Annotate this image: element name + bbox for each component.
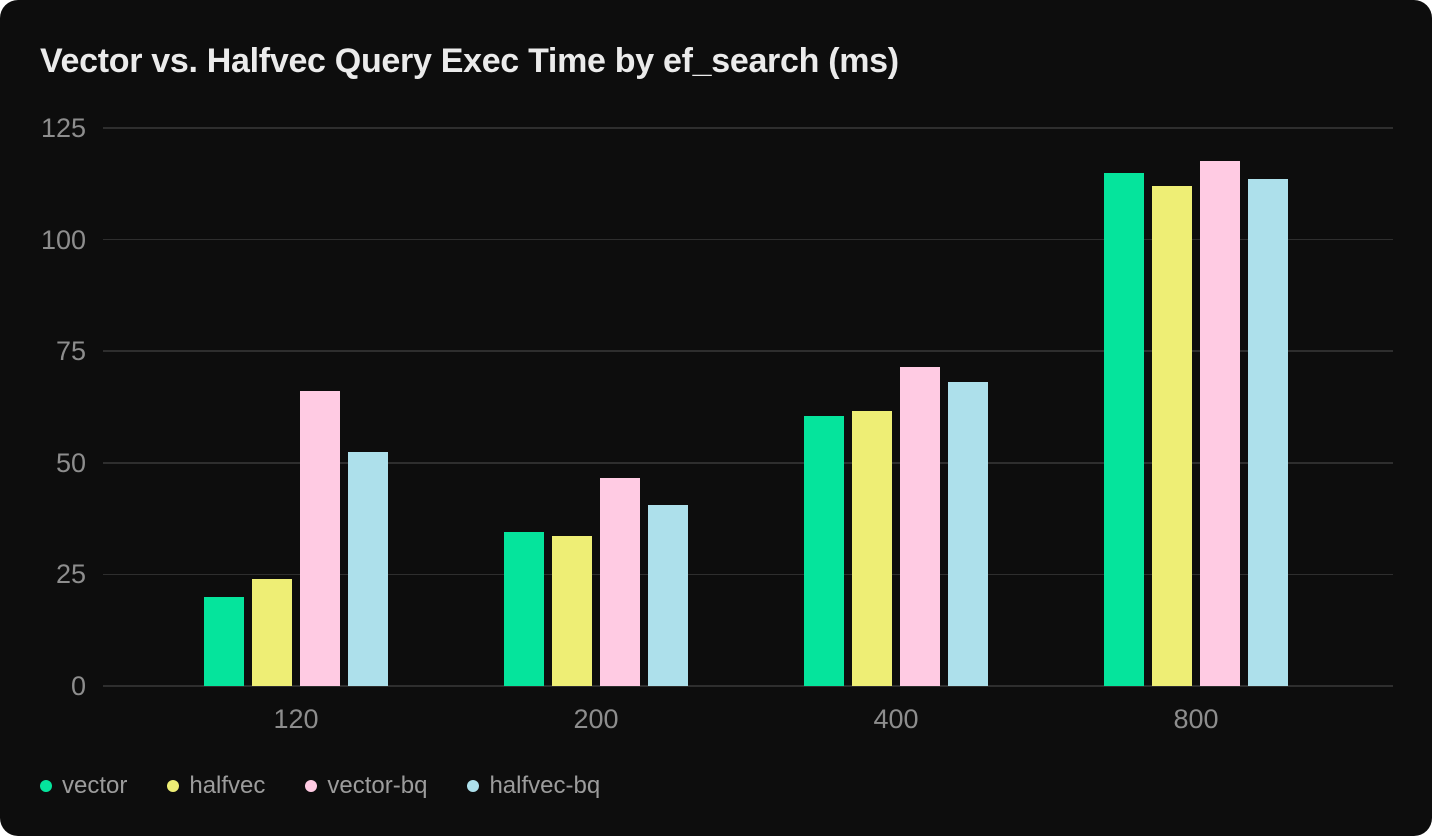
gridline-y-50 <box>103 462 1393 464</box>
legend-item-vector-bq: vector-bq <box>305 771 427 801</box>
legend-item-vector: vector <box>40 771 127 801</box>
y-tick-label-50: 50 <box>55 447 86 478</box>
bar-halfvec-120 <box>252 578 292 686</box>
bar-vector-120 <box>204 596 244 686</box>
x-tick-label-400: 400 <box>873 704 919 734</box>
y-tick-label-25: 25 <box>55 559 86 590</box>
bar-vector-bq-120 <box>300 391 340 686</box>
legend-item-halfvec: halfvec <box>167 771 265 801</box>
bar-vector-800 <box>1104 172 1144 686</box>
bar-halfvec-400 <box>852 411 892 686</box>
legend-label: halfvec <box>189 772 266 799</box>
y-tick-label-100: 100 <box>40 224 86 255</box>
bar-halfvec-bq-120 <box>348 451 388 686</box>
legend-label: vector <box>62 772 128 799</box>
gridline-y-75 <box>103 350 1393 352</box>
legend-dot-icon <box>167 780 180 792</box>
legend-dot-icon <box>40 780 52 792</box>
x-tick-label-120: 120 <box>273 704 319 734</box>
x-tick-label-200: 200 <box>573 704 619 734</box>
bar-halfvec-200 <box>552 536 592 686</box>
legend-dot-icon <box>467 780 480 792</box>
bar-halfvec-bq-800 <box>1248 179 1288 686</box>
legend-label: vector-bq <box>327 772 428 799</box>
y-tick-label-0: 0 <box>70 671 86 701</box>
gridline-y-25 <box>103 573 1393 576</box>
y-tick-label-125: 125 <box>40 113 86 143</box>
bar-halfvec-800 <box>1152 186 1192 686</box>
chart-title: Vector vs. Halfvec Query Exec Time by ef… <box>40 42 899 80</box>
legend-label: halfvec-bq <box>489 772 601 799</box>
bar-vector-200 <box>504 531 544 686</box>
bar-vector-bq-800 <box>1200 161 1240 686</box>
legend-dot-icon <box>305 780 318 792</box>
bar-vector-bq-200 <box>600 478 640 686</box>
gridline-y-125 <box>103 127 1393 129</box>
bar-halfvec-bq-200 <box>648 505 688 686</box>
gridline-y-100 <box>103 238 1393 241</box>
gridline-y-0 <box>103 685 1393 687</box>
y-tick-label-75: 75 <box>55 336 86 367</box>
x-tick-label-800: 800 <box>1173 704 1219 734</box>
bar-halfvec-bq-400 <box>948 382 988 686</box>
legend-item-halfvec-bq: halfvec-bq <box>467 771 600 801</box>
chart-legend: vector halfvec vector-bq halfvec-bq <box>40 771 600 801</box>
bar-vector-bq-400 <box>900 366 940 686</box>
bar-vector-400 <box>804 415 844 686</box>
